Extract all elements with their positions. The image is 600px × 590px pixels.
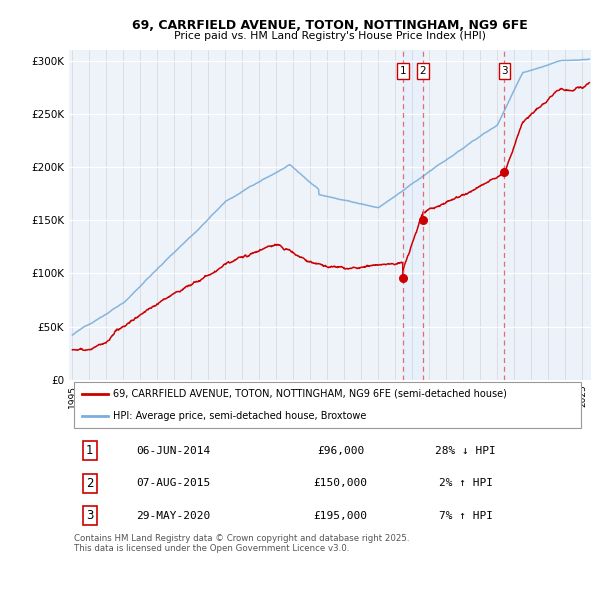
Text: 69, CARRFIELD AVENUE, TOTON, NOTTINGHAM, NG9 6FE: 69, CARRFIELD AVENUE, TOTON, NOTTINGHAM,… xyxy=(132,19,528,32)
Text: 1: 1 xyxy=(86,444,94,457)
Text: HPI: Average price, semi-detached house, Broxtowe: HPI: Average price, semi-detached house,… xyxy=(113,411,367,421)
Bar xyxy=(505,50,591,379)
Text: Price paid vs. HM Land Registry's House Price Index (HPI): Price paid vs. HM Land Registry's House … xyxy=(174,31,486,41)
FancyBboxPatch shape xyxy=(74,382,581,428)
Text: 2% ↑ HPI: 2% ↑ HPI xyxy=(439,478,493,488)
Text: 3: 3 xyxy=(501,66,508,76)
Text: 2: 2 xyxy=(86,477,94,490)
Text: 2: 2 xyxy=(419,66,426,76)
Text: £96,000: £96,000 xyxy=(317,445,364,455)
Text: 1: 1 xyxy=(400,66,406,76)
Text: 3: 3 xyxy=(86,509,94,522)
Text: 29-MAY-2020: 29-MAY-2020 xyxy=(136,510,211,520)
Text: 07-AUG-2015: 07-AUG-2015 xyxy=(136,478,211,488)
Text: 7% ↑ HPI: 7% ↑ HPI xyxy=(439,510,493,520)
Bar xyxy=(403,50,422,379)
Text: £150,000: £150,000 xyxy=(313,478,367,488)
Text: 28% ↓ HPI: 28% ↓ HPI xyxy=(436,445,496,455)
Text: 06-JUN-2014: 06-JUN-2014 xyxy=(136,445,211,455)
Text: 69, CARRFIELD AVENUE, TOTON, NOTTINGHAM, NG9 6FE (semi-detached house): 69, CARRFIELD AVENUE, TOTON, NOTTINGHAM,… xyxy=(113,389,507,399)
Text: Contains HM Land Registry data © Crown copyright and database right 2025.
This d: Contains HM Land Registry data © Crown c… xyxy=(74,534,410,553)
Text: £195,000: £195,000 xyxy=(313,510,367,520)
